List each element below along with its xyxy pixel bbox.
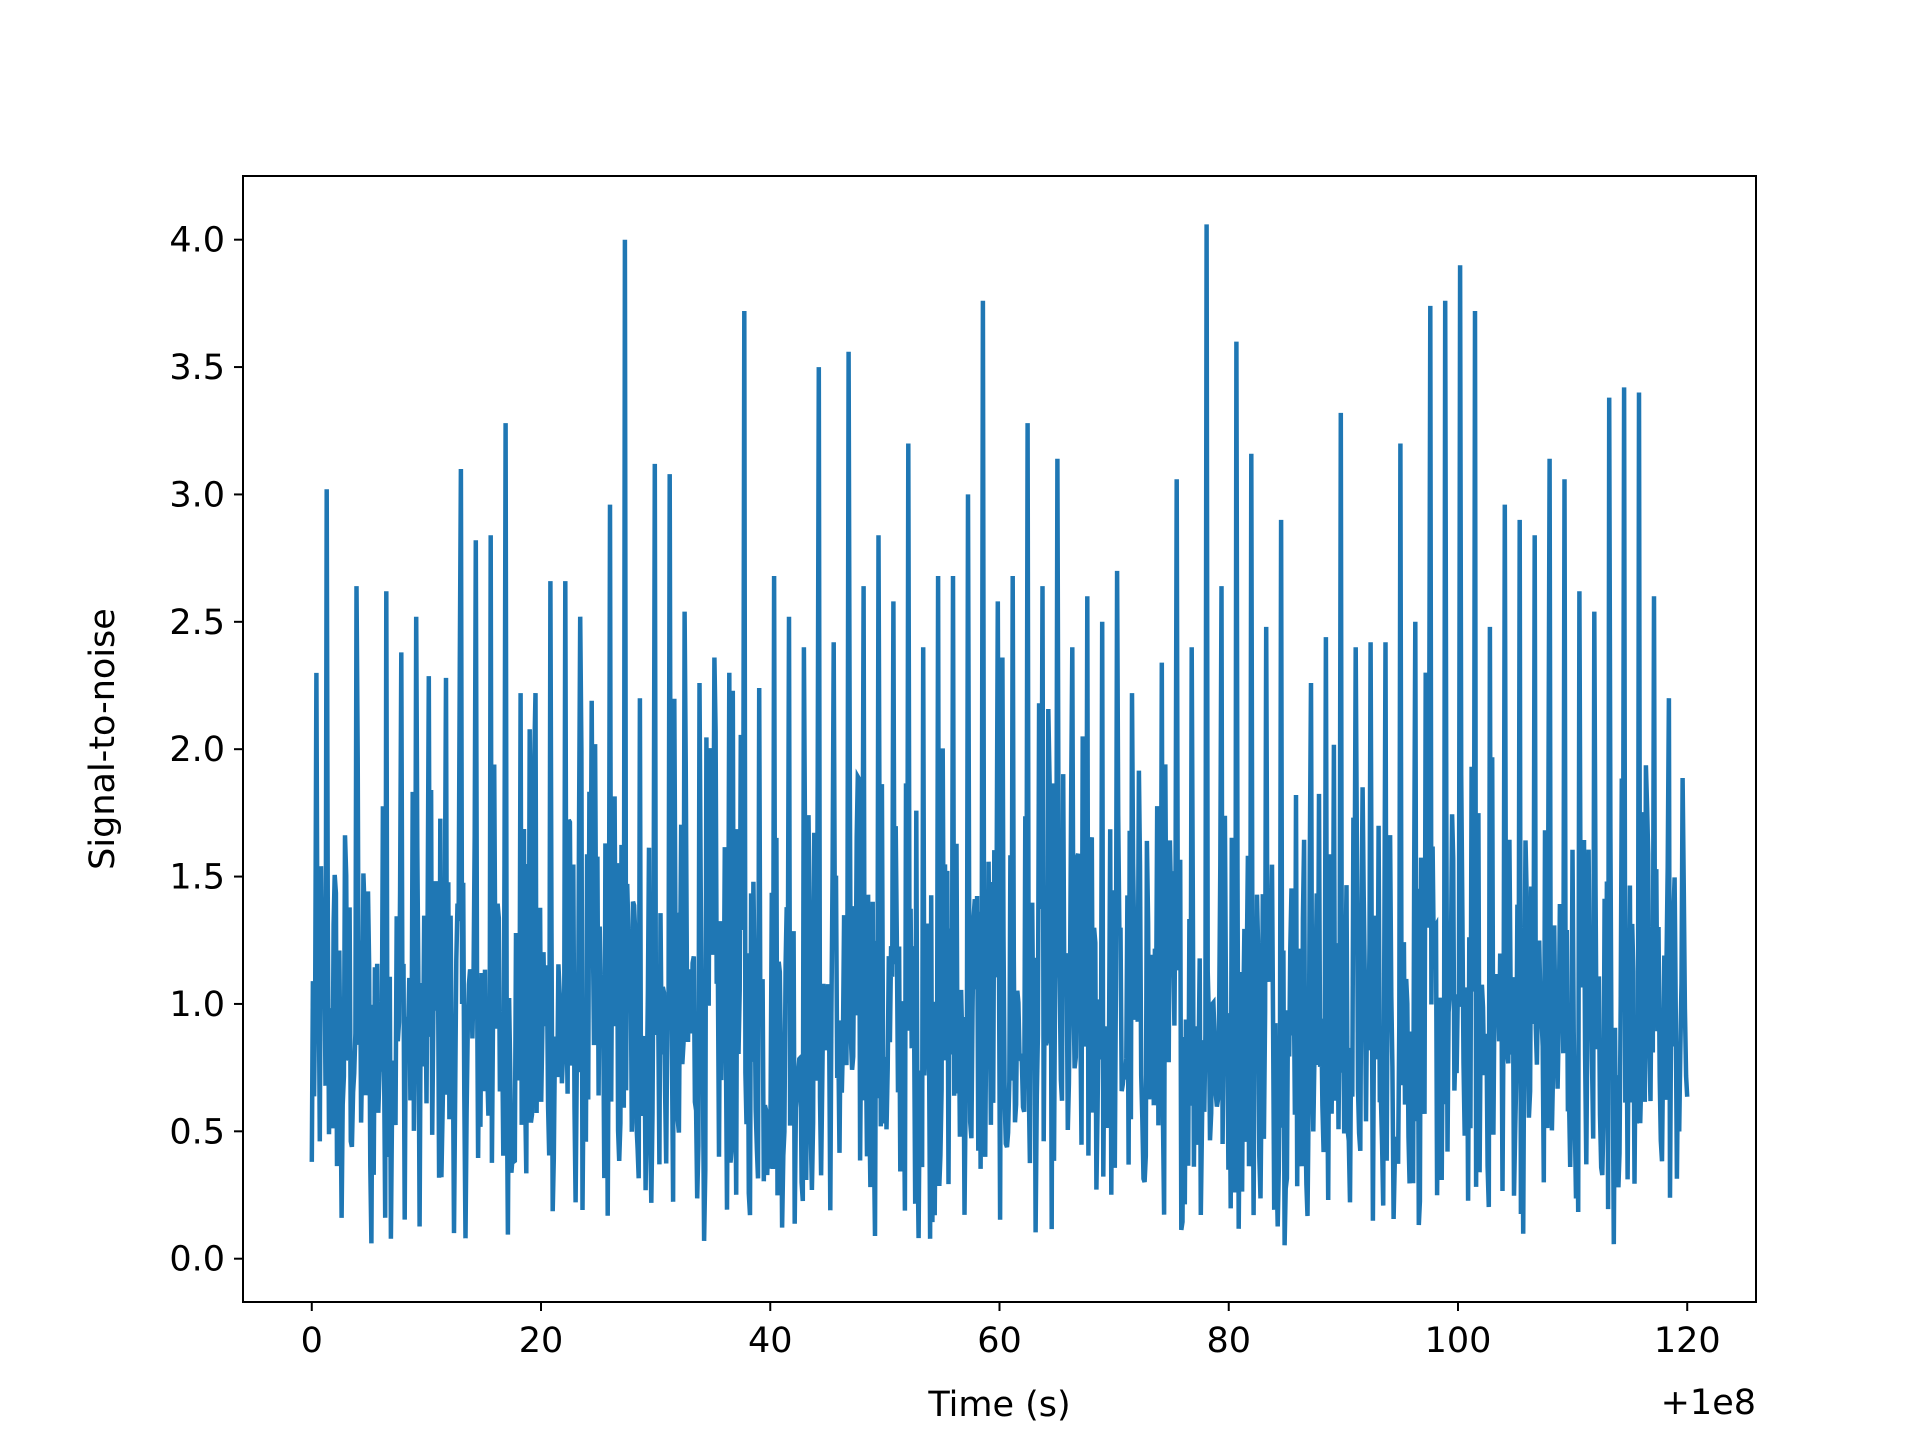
y-axis-label: Signal-to-noise [83,608,123,870]
y-tick-label: 2.0 [169,730,225,770]
x-tick-label: 0 [301,1321,323,1361]
x-tick-label: 20 [519,1321,564,1361]
y-tick-label: 1.5 [169,858,225,898]
x-tick-label: 60 [977,1321,1022,1361]
y-tick-label: 0.5 [169,1112,225,1152]
x-axis-ticks: 0 20 40 60 80 100 120 [301,1302,1721,1361]
y-tick-label: 0.0 [169,1240,225,1280]
x-axis-label: Time (s) [927,1385,1070,1425]
x-axis-offset-label: +1e8 [1661,1383,1756,1423]
y-tick-label: 4.0 [169,221,225,261]
y-axis-ticks: 0.0 0.5 1.0 1.5 2.0 2.5 3.0 3.5 4.0 [169,221,243,1280]
series-line [309,224,1690,1246]
x-tick-label: 100 [1425,1321,1492,1361]
x-tick-label: 120 [1654,1321,1721,1361]
y-tick-label: 2.5 [169,603,225,643]
x-tick-label: 80 [1206,1321,1251,1361]
y-tick-label: 1.0 [169,985,225,1025]
x-tick-label: 40 [748,1321,793,1361]
y-tick-label: 3.5 [169,348,225,388]
y-tick-label: 3.0 [169,475,225,515]
series-layer [309,224,1690,1246]
